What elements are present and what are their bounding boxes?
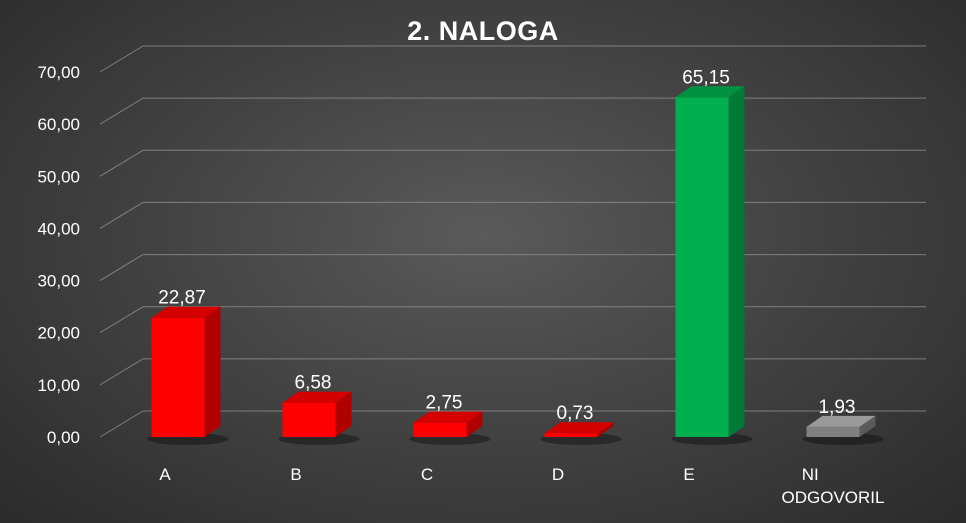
x-tick-label: C: [421, 465, 433, 484]
gridline-diagonal: [99, 202, 144, 229]
bar-side: [466, 411, 483, 437]
y-tick-label: 10,00: [37, 376, 80, 395]
bar-top: [282, 391, 352, 403]
x-tick-label: NI ODGOVORIL: [782, 465, 885, 507]
bar: [278, 391, 360, 445]
bar-front: [544, 433, 598, 437]
y-tick-label: 30,00: [37, 272, 80, 291]
x-tick-label: E: [683, 465, 694, 484]
gridline-diagonal: [99, 97, 144, 125]
bar-top: [675, 86, 745, 98]
y-tick-label: 0,00: [47, 428, 80, 447]
gridline-diagonal: [99, 306, 144, 334]
bar-side: [597, 422, 614, 437]
x-axis-categories: A B C D E NI ODGOVORIL: [159, 465, 884, 507]
bar-front: [675, 97, 729, 438]
gridlines: [99, 45, 926, 438]
bar-front: [806, 426, 860, 437]
y-tick-label: 70,00: [37, 63, 80, 82]
bars: [147, 86, 884, 445]
data-label: 1,93: [819, 397, 856, 418]
bar: [540, 422, 622, 445]
x-tick-label: A: [159, 465, 171, 484]
bar-side: [728, 86, 745, 438]
bar: [802, 415, 884, 445]
y-tick-label: 50,00: [37, 167, 80, 186]
data-labels: 22,87 6,58 2,75 0,73 65,15 1,93: [158, 67, 855, 424]
gridline-diagonal: [99, 254, 144, 281]
y-tick-label: 20,00: [37, 324, 80, 343]
bar-side: [335, 391, 352, 437]
data-label: 6,58: [295, 373, 332, 394]
bar-front: [413, 422, 467, 437]
bar-top: [413, 411, 483, 423]
bar-top: [806, 415, 876, 427]
data-label: 0,73: [557, 403, 594, 424]
x-tick-label: B: [290, 465, 301, 484]
data-label: 2,75: [426, 393, 463, 414]
gridline-diagonal: [99, 45, 144, 73]
bar-top: [151, 306, 221, 318]
gridline-diagonal: [99, 149, 144, 177]
gridline-diagonal: [99, 410, 144, 438]
bar-side: [204, 306, 221, 437]
y-tick-label: 40,00: [37, 219, 80, 238]
bar: [409, 411, 491, 445]
bar-front: [282, 402, 336, 437]
bar-front: [151, 317, 205, 437]
y-axis-ticks: 0,00 10,00 20,00 30,00 40,00 50,00 60,00 70,00: [37, 63, 80, 447]
bar-side: [859, 415, 876, 437]
y-tick-label: 60,00: [37, 115, 80, 134]
data-label: 65,15: [682, 67, 730, 88]
bar: [671, 86, 753, 445]
x-tick-label: D: [552, 465, 564, 484]
chart-title: 2. NALOGA: [407, 16, 559, 46]
bar: [147, 306, 229, 445]
bar-top: [544, 422, 614, 434]
data-label: 22,87: [158, 288, 206, 309]
gridline-diagonal: [99, 358, 144, 386]
